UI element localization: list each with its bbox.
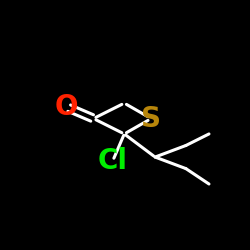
- Text: Cl: Cl: [98, 147, 128, 175]
- Text: O: O: [55, 93, 78, 121]
- Text: S: S: [141, 104, 161, 132]
